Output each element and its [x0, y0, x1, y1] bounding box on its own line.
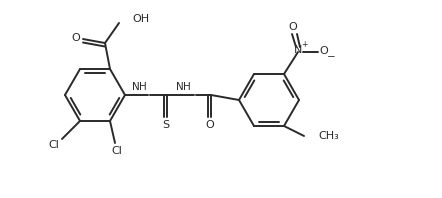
Text: S: S: [163, 120, 170, 130]
Text: +: +: [301, 40, 307, 49]
Text: OH: OH: [132, 14, 149, 24]
Text: Cl: Cl: [111, 146, 122, 156]
Text: O: O: [289, 22, 297, 32]
Text: H: H: [183, 82, 191, 92]
Text: −: −: [327, 52, 335, 62]
Text: N: N: [294, 45, 302, 55]
Text: H: H: [139, 82, 147, 92]
Text: O: O: [206, 120, 214, 130]
Text: O: O: [320, 46, 328, 56]
Text: CH₃: CH₃: [318, 131, 339, 141]
Text: N: N: [132, 82, 140, 92]
Text: Cl: Cl: [49, 140, 59, 150]
Text: N: N: [176, 82, 184, 92]
Text: O: O: [72, 33, 80, 43]
